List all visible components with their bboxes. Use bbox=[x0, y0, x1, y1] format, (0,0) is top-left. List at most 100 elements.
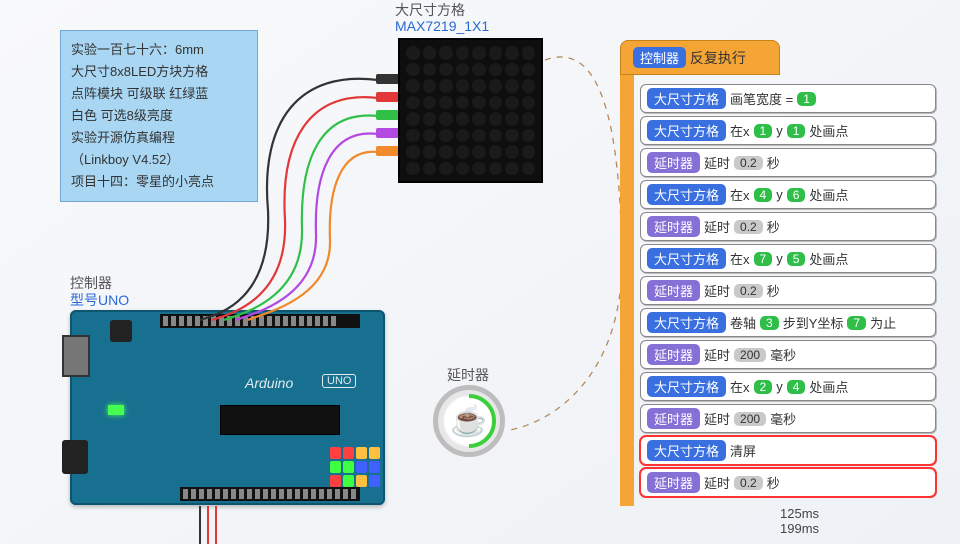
block-text: 清屏 bbox=[730, 441, 756, 460]
value-slot[interactable]: 1 bbox=[797, 92, 816, 106]
matrix-object-pill: 大尺寸方格 bbox=[647, 376, 726, 397]
delay-block[interactable]: 延时器延时 0.2 秒 bbox=[640, 148, 936, 177]
note-line: 白色 可选8级亮度 bbox=[71, 105, 247, 127]
delay-block[interactable]: 延时器延时 0.2 秒 bbox=[640, 468, 936, 497]
block-text: y bbox=[776, 379, 783, 394]
matrix-object-pill: 大尺寸方格 bbox=[647, 248, 726, 269]
value-slot[interactable]: 0.2 bbox=[734, 156, 763, 170]
timer-label: 延时器 bbox=[447, 365, 489, 385]
value-slot[interactable]: 5 bbox=[787, 252, 806, 266]
note-line: （Linkboy V4.52） bbox=[71, 149, 247, 171]
analog-pin-header bbox=[180, 487, 360, 501]
block-text: 步到Y坐标 bbox=[783, 313, 844, 332]
matrix-object-pill: 大尺寸方格 bbox=[647, 88, 726, 109]
note-line: 项目十四：零星的小亮点 bbox=[71, 171, 247, 193]
usb-port-icon bbox=[62, 335, 90, 377]
block-stack: 大尺寸方格画笔宽度 =1大尺寸方格在x1y1处画点延时器延时0.2秒大尺寸方格在… bbox=[620, 75, 940, 506]
block-text: 秒 bbox=[767, 473, 780, 492]
board-model-badge: UNO bbox=[322, 374, 356, 388]
block-text: 处画点 bbox=[809, 185, 848, 204]
block-text: 延时 bbox=[704, 409, 730, 428]
board-logo: Arduino bbox=[245, 375, 293, 391]
value-slot[interactable]: 4 bbox=[754, 188, 773, 202]
power-led-icon bbox=[108, 405, 124, 415]
matrix-object-pill: 大尺寸方格 bbox=[647, 120, 726, 141]
digital-pin-header bbox=[160, 314, 360, 328]
block-text: 延时 bbox=[704, 281, 730, 300]
block-text: y bbox=[776, 251, 783, 266]
block-text: 毫秒 bbox=[770, 345, 796, 364]
action-block[interactable]: 大尺寸方格画笔宽度 = 1 bbox=[640, 84, 936, 113]
block-text: 延时 bbox=[704, 153, 730, 172]
experiment-note: 实验一百七十六：6mm 大尺寸8x8LED方块方格 点阵模块 可级联 红绿蓝 白… bbox=[60, 30, 258, 202]
delay-object-pill: 延时器 bbox=[647, 152, 700, 173]
power-jack-icon bbox=[62, 440, 88, 474]
timer-component[interactable]: ☕ bbox=[433, 385, 505, 457]
value-slot[interactable]: 2 bbox=[754, 380, 773, 394]
block-text: 在x bbox=[730, 121, 750, 140]
delay-block[interactable]: 延时器延时0.2秒 bbox=[640, 212, 936, 241]
value-slot[interactable]: 1 bbox=[754, 124, 773, 138]
block-text: 秒 bbox=[767, 153, 780, 172]
action-block[interactable]: 大尺寸方格在x 7y5处画点 bbox=[640, 244, 936, 273]
hat-event-label: 反复执行 bbox=[690, 50, 746, 66]
block-text: 毫秒 bbox=[770, 409, 796, 428]
block-text: 为止 bbox=[870, 313, 896, 332]
matrix-object-pill: 大尺寸方格 bbox=[647, 312, 726, 333]
value-slot[interactable]: 0.2 bbox=[734, 284, 763, 298]
matrix-model-link[interactable]: MAX7219_1X1 bbox=[395, 18, 489, 34]
action-block[interactable]: 大尺寸方格清屏 bbox=[640, 436, 936, 465]
matrix-object-pill: 大尺寸方格 bbox=[647, 440, 726, 461]
value-slot[interactable]: 200 bbox=[734, 412, 766, 426]
delay-block[interactable]: 延时器延时 0.2 秒 bbox=[640, 276, 936, 305]
action-block[interactable]: 大尺寸方格卷轴 3 步到Y坐标7 为止 bbox=[640, 308, 936, 337]
block-text: 延时 bbox=[704, 345, 730, 364]
value-slot[interactable]: 4 bbox=[787, 380, 806, 394]
timing-line: 125ms bbox=[780, 506, 940, 521]
value-slot[interactable]: 200 bbox=[734, 348, 766, 362]
block-text: 秒 bbox=[767, 281, 780, 300]
mcu-chip-icon bbox=[220, 405, 340, 435]
action-block[interactable]: 大尺寸方格在x 2y4处画点 bbox=[640, 372, 936, 401]
block-text: 延时 bbox=[704, 473, 730, 492]
value-slot[interactable]: 1 bbox=[787, 124, 806, 138]
value-slot[interactable]: 6 bbox=[787, 188, 806, 202]
block-text: 处画点 bbox=[809, 377, 848, 396]
note-line: 实验一百七十六：6mm bbox=[71, 39, 247, 61]
delay-block[interactable]: 延时器延时 200 毫秒 bbox=[640, 404, 936, 433]
value-slot[interactable]: 3 bbox=[760, 316, 779, 330]
reset-button-icon bbox=[110, 320, 132, 342]
block-text: 在x bbox=[730, 185, 750, 204]
block-text: y bbox=[776, 187, 783, 202]
matrix-label: 大尺寸方格 bbox=[395, 0, 465, 20]
delay-object-pill: 延时器 bbox=[647, 216, 700, 237]
value-slot[interactable]: 0.2 bbox=[734, 476, 763, 490]
block-text: 处画点 bbox=[809, 121, 848, 140]
block-text: y bbox=[776, 123, 783, 138]
value-slot[interactable]: 0.2 bbox=[734, 220, 763, 234]
timing-line: 199ms bbox=[780, 521, 940, 536]
delay-object-pill: 延时器 bbox=[647, 280, 700, 301]
action-block[interactable]: 大尺寸方格在x1y1处画点 bbox=[640, 116, 936, 145]
matrix-object-pill: 大尺寸方格 bbox=[647, 184, 726, 205]
action-block[interactable]: 大尺寸方格在x 4y6处画点 bbox=[640, 180, 936, 209]
code-block-panel: 控制器 反复执行 大尺寸方格画笔宽度 =1大尺寸方格在x1y1处画点延时器延时0… bbox=[620, 40, 940, 536]
block-text: 秒 bbox=[767, 217, 780, 236]
led-matrix-8x8[interactable] bbox=[398, 38, 543, 183]
block-text: 在x bbox=[730, 249, 750, 268]
delay-object-pill: 延时器 bbox=[647, 344, 700, 365]
coffee-cup-icon: ☕ bbox=[450, 404, 487, 439]
value-slot[interactable]: 7 bbox=[754, 252, 773, 266]
block-text: 卷轴 bbox=[730, 313, 756, 332]
arduino-board[interactable]: Arduino UNO bbox=[70, 310, 385, 505]
block-text: 处画点 bbox=[809, 249, 848, 268]
controller-model-link[interactable]: 型号UNO bbox=[70, 290, 129, 310]
delay-object-pill: 延时器 bbox=[647, 408, 700, 429]
event-hat-block[interactable]: 控制器 反复执行 bbox=[620, 40, 780, 75]
delay-block[interactable]: 延时器延时 200 毫秒 bbox=[640, 340, 936, 369]
block-text: 画笔宽度 = bbox=[730, 89, 793, 108]
block-text: 在x bbox=[730, 377, 750, 396]
value-slot[interactable]: 7 bbox=[847, 316, 866, 330]
delay-object-pill: 延时器 bbox=[647, 472, 700, 493]
note-line: 大尺寸8x8LED方块方格 bbox=[71, 61, 247, 83]
